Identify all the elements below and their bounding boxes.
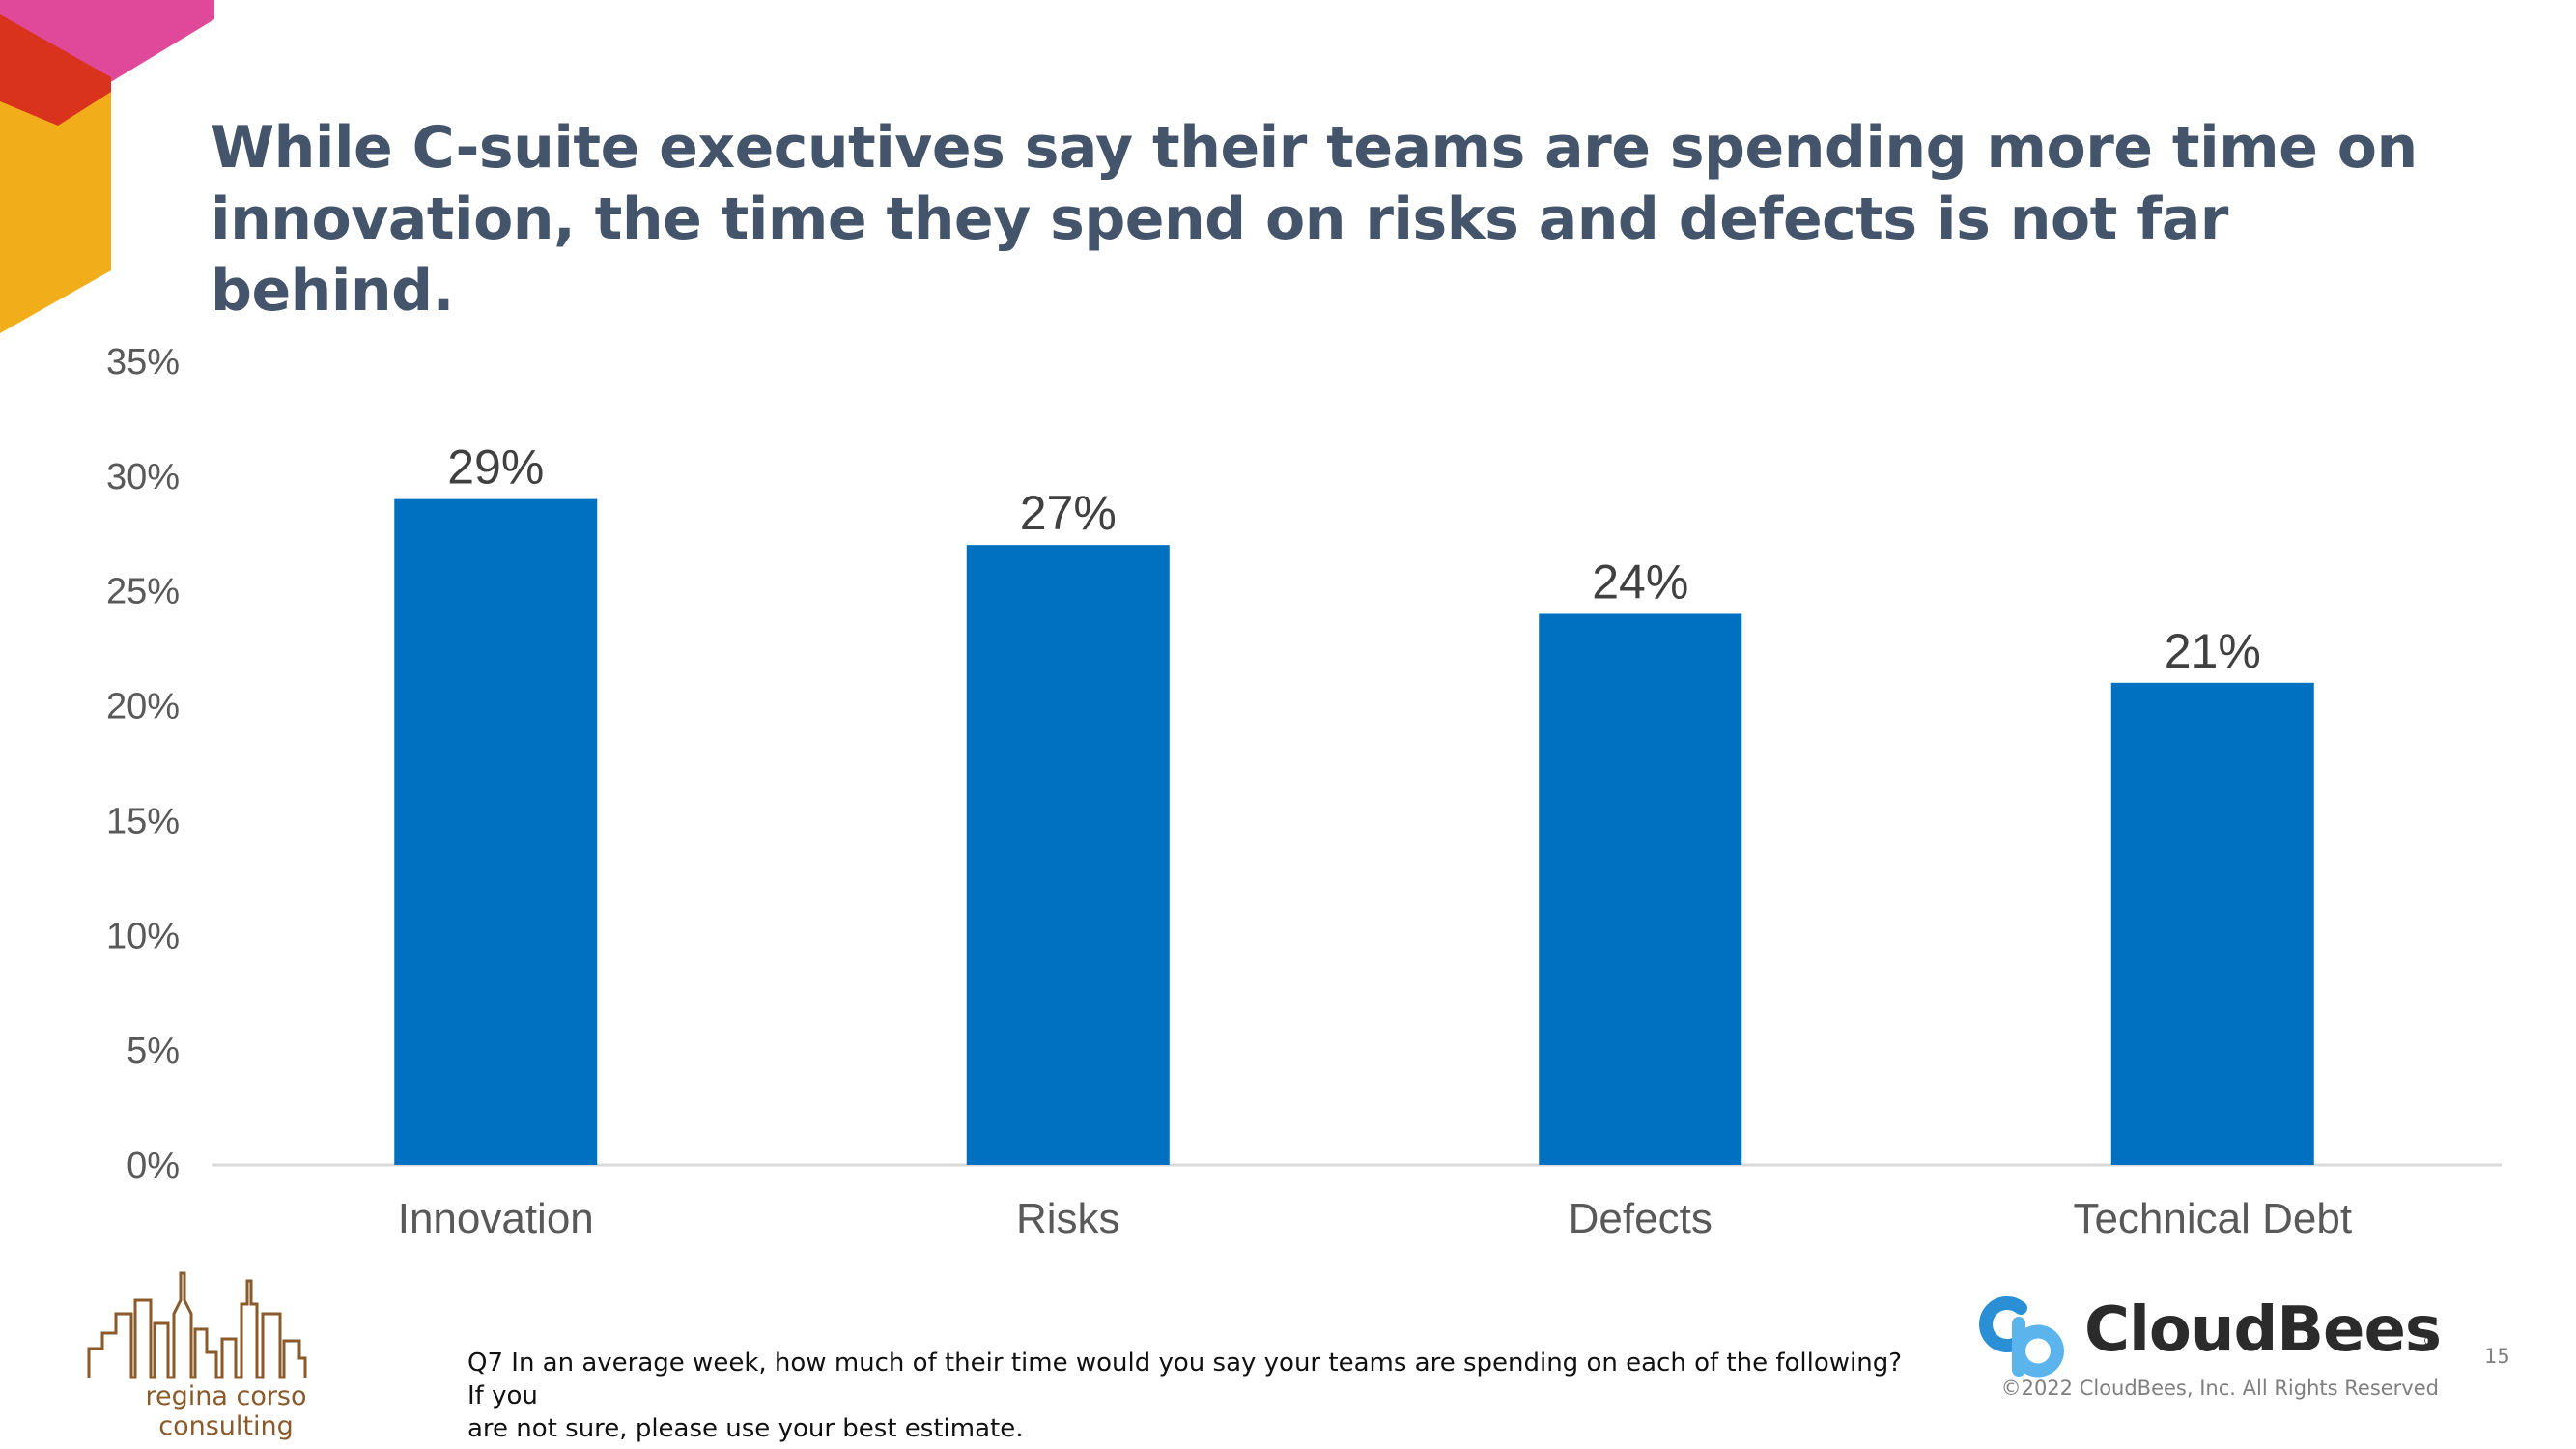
registered-mark: ®: [2424, 1333, 2436, 1350]
bar-chart: 0% 5% 10% 15% 20% 25% 30% 35% 29% 27% 24% 21% Inno…: [106, 342, 2502, 1242]
slide-title: While C-suite executives say their teams…: [211, 112, 2432, 327]
data-label: 29%: [447, 440, 544, 495]
x-tick-label: Risks: [1016, 1195, 1120, 1242]
copyright-text: ©2022 CloudBees, Inc. All Rights Reserve…: [2000, 1377, 2439, 1400]
x-axis: Innovation Risks Defects Technical Debt: [398, 1195, 2352, 1242]
question-footnote: Q7 In an average week, how much of their…: [467, 1347, 1916, 1445]
cloudbees-icon: [1979, 1296, 2064, 1378]
cloudbees-wordmark: CloudBees: [2084, 1294, 2442, 1366]
data-label: 21%: [2165, 624, 2261, 678]
y-tick-label: 35%: [106, 342, 180, 383]
y-tick-label: 0%: [127, 1146, 180, 1186]
deco-yellow-shape: [0, 58, 111, 333]
x-tick-label: Technical Debt: [2073, 1195, 2352, 1242]
regina-corso-logo: regina corso consulting: [81, 1265, 371, 1441]
bar-technical-debt: [2110, 682, 2314, 1165]
data-label: 24%: [1592, 554, 1688, 609]
bars: [394, 498, 2314, 1165]
deco-red-shape: [0, 14, 111, 126]
footnote-line-1: Q7 In an average week, how much of their…: [467, 1349, 1903, 1410]
y-tick-label: 25%: [106, 572, 180, 612]
y-axis: 0% 5% 10% 15% 20% 25% 30% 35%: [106, 342, 180, 1186]
y-tick-label: 20%: [106, 687, 180, 727]
title-line-1: While C-suite executives say their teams…: [211, 114, 2418, 182]
footnote-line-2: are not sure, please use your best estim…: [467, 1414, 1024, 1443]
data-labels: 29% 27% 24% 21%: [447, 440, 2261, 678]
y-tick-label: 30%: [106, 457, 180, 497]
y-tick-label: 15%: [106, 801, 180, 841]
x-tick-label: Defects: [1569, 1195, 1713, 1242]
x-tick-label: Innovation: [398, 1195, 594, 1242]
y-tick-label: 10%: [106, 916, 180, 956]
page-number: 15: [2484, 1345, 2510, 1368]
cloudbees-logo: CloudBees ®: [1970, 1294, 2453, 1381]
bar-defects: [1539, 613, 1742, 1165]
data-label: 27%: [1020, 486, 1117, 540]
corner-decoration: [0, 0, 214, 333]
bar-risks: [966, 545, 1170, 1165]
title-line-2: innovation, the time they spend on risks…: [211, 185, 2228, 325]
skyline-icon: [87, 1271, 307, 1379]
regina-corso-logo-text: regina corso consulting: [145, 1381, 307, 1441]
y-tick-label: 5%: [127, 1031, 180, 1071]
bar-innovation: [394, 498, 598, 1165]
